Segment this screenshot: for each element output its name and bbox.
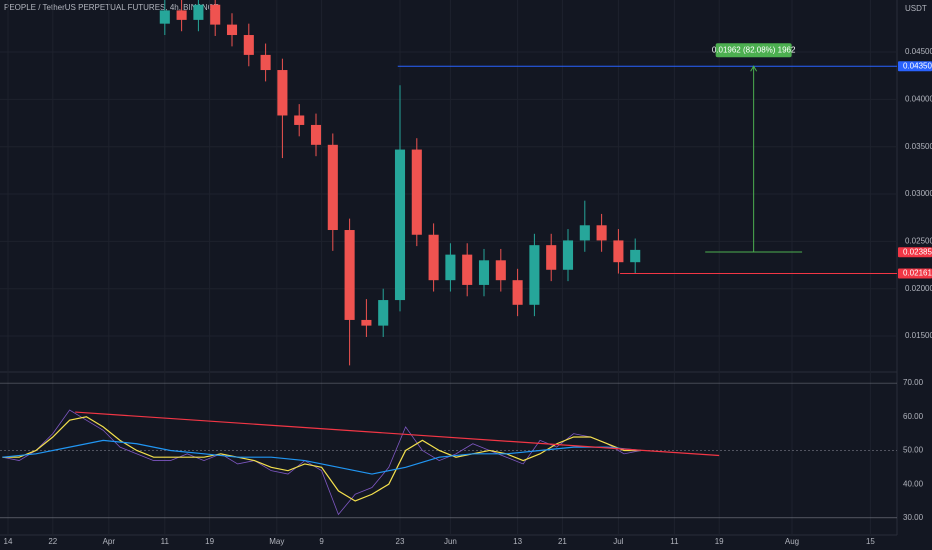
y-tick-label: 60.00 xyxy=(903,412,924,421)
candle-body xyxy=(344,230,355,320)
price-tag xyxy=(898,268,932,279)
candle-body xyxy=(546,245,557,270)
price-tag xyxy=(898,61,932,72)
indicator-line xyxy=(2,409,641,516)
y-tick-label: 0.04000 xyxy=(905,94,932,103)
candle-body xyxy=(495,260,506,281)
candle-body xyxy=(193,4,204,20)
x-tick-label: 19 xyxy=(715,537,724,546)
candle-body xyxy=(277,70,288,116)
x-tick-label: 23 xyxy=(396,537,405,546)
y-tick-label: 0.03500 xyxy=(905,142,932,151)
candle-body xyxy=(596,225,607,241)
candle-body xyxy=(310,124,322,145)
price-tag-label: 0.02161 xyxy=(903,269,932,278)
candle-body xyxy=(630,249,641,263)
y-tick-label: 0.02500 xyxy=(905,236,932,245)
price-tag xyxy=(898,247,932,258)
y-tick-label: 70.00 xyxy=(903,378,924,387)
indicator-line xyxy=(75,411,720,457)
y-tick-label: 30.00 xyxy=(903,513,924,522)
candle-body xyxy=(260,54,271,71)
candle-body xyxy=(445,254,456,281)
x-tick-label: 15 xyxy=(866,537,875,546)
candle-body xyxy=(327,144,338,231)
candle-body xyxy=(394,149,406,301)
indicator-line xyxy=(2,439,641,475)
y-tick-label: 0.03000 xyxy=(905,189,932,198)
candle-body xyxy=(613,240,624,263)
x-tick-label: 22 xyxy=(48,537,57,546)
x-tick-label: Apr xyxy=(103,537,116,546)
x-tick-label: 14 xyxy=(4,537,13,546)
x-tick-label: 21 xyxy=(558,537,567,546)
x-tick-label: Jul xyxy=(613,537,623,546)
x-tick-label: May xyxy=(269,537,284,546)
y-tick-label: 0.01500 xyxy=(905,331,932,340)
candle-body xyxy=(411,149,422,235)
y-tick-label: 0.04500 xyxy=(905,47,932,56)
arrow-head xyxy=(750,65,758,72)
y-tick-label: 40.00 xyxy=(903,479,924,488)
candle-body xyxy=(226,24,238,36)
candle-body xyxy=(210,4,221,25)
indicator-line xyxy=(2,416,641,502)
candle-body xyxy=(294,115,305,125)
candle-body xyxy=(159,10,170,24)
candle-body xyxy=(378,300,389,326)
candle-body xyxy=(478,260,490,285)
candle-body xyxy=(579,225,590,241)
x-tick-label: 19 xyxy=(205,537,214,546)
price-tag-label: 0.02385 xyxy=(903,247,932,256)
x-tick-label: 13 xyxy=(513,537,522,546)
y-tick-label: 0.02000 xyxy=(905,284,932,293)
unit-label: USDT xyxy=(905,4,927,13)
price-tag-label: 0.04350 xyxy=(903,61,932,70)
candle-body xyxy=(176,10,187,20)
y-tick-label: 50.00 xyxy=(903,446,924,455)
candle-body xyxy=(243,35,254,55)
x-tick-label: Jun xyxy=(444,537,457,546)
candle-body xyxy=(428,234,439,281)
candle-body xyxy=(529,245,540,305)
candle-body xyxy=(462,254,473,285)
chart-title: PEOPLE / TetherUS PERPETUAL FUTURES, 4h,… xyxy=(4,3,219,12)
candle-body xyxy=(361,319,372,326)
x-tick-label: 11 xyxy=(670,537,679,546)
candle-body xyxy=(512,280,523,305)
x-tick-label: 9 xyxy=(319,537,324,546)
measure-label: 0.01962 (82.08%) 1962 xyxy=(712,45,796,54)
x-tick-label: Aug xyxy=(785,537,799,546)
candle-body xyxy=(562,240,574,270)
x-tick-label: 11 xyxy=(161,537,170,546)
measure-box xyxy=(715,43,792,58)
